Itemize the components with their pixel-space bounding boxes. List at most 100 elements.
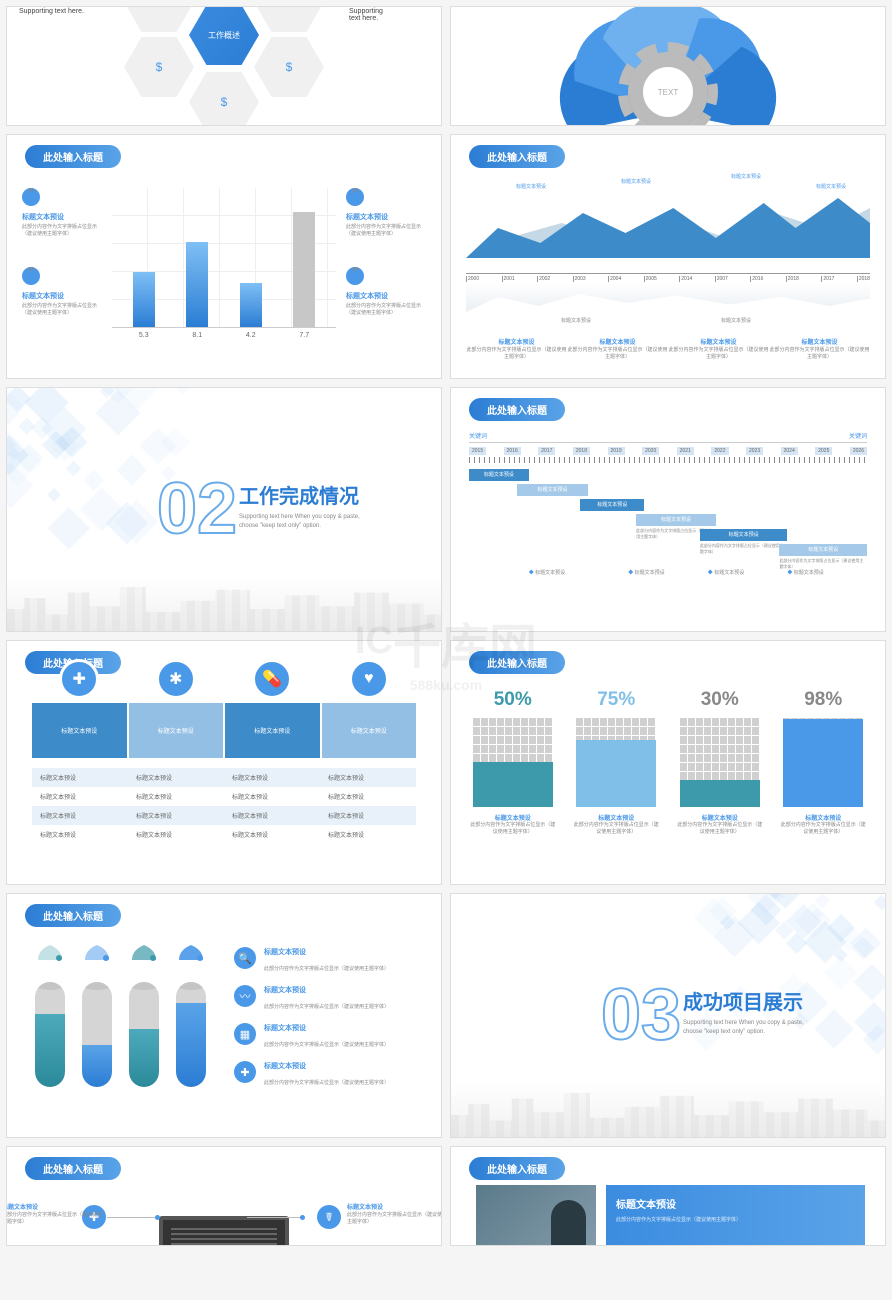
slide-4-areachart: 此处输入标题 标题文本预设标题文本预设标题文本预设标题文本预设 20002001… bbox=[450, 134, 886, 379]
gantt-bar-3: 标题文本预设 bbox=[636, 514, 716, 526]
mirror-annotation: 标题文本预设 bbox=[561, 317, 591, 324]
pixel-square bbox=[47, 488, 61, 502]
legend-title: 标题文本预设 bbox=[264, 947, 389, 957]
table-cell: 标题文本预设 bbox=[320, 768, 416, 787]
gantt-bars: 标题文本预设标题文本预设标题文本预设标题文本预设此部分内容作为文字排版占位显示（… bbox=[469, 469, 867, 559]
table-cell: 标题文本预设 bbox=[32, 825, 128, 844]
percent-grid-row: 50%标题文本预设此部分内容作为文字排版占位显示（建议使用主题字体） 75% 标题文… bbox=[451, 674, 885, 836]
bar-1: 8.1 bbox=[186, 242, 208, 327]
tubes-chart bbox=[27, 942, 214, 1089]
pixel-square bbox=[814, 1009, 854, 1049]
year-tick: 2017 bbox=[821, 276, 834, 282]
year-label: 2021 bbox=[677, 447, 694, 455]
year-label: 2022 bbox=[711, 447, 728, 455]
percent-grid bbox=[576, 717, 656, 807]
legend-item: 标题文本预设此部分内容作为文字排版占位显示（建议使用主题字体） bbox=[567, 337, 668, 360]
bar-2: 4.2 bbox=[240, 283, 262, 327]
category-icon: 💊 bbox=[252, 659, 292, 699]
pixel-square bbox=[117, 454, 148, 485]
slide-3-barchart: 此处输入标题 01 标题文本预设此部分内容作为文字排版占位显示（建议使用主题字体… bbox=[6, 134, 442, 379]
slide-title: 此处输入标题 bbox=[469, 398, 565, 421]
percent-value: 30% bbox=[677, 689, 762, 711]
year-tick: 2000 bbox=[466, 276, 479, 282]
section-subtitle: Supporting text here When you copy & pas… bbox=[683, 1019, 804, 1037]
gantt-footer: 标题文本预设 bbox=[708, 569, 744, 576]
slide-11-laptop: 此处输入标题 ✚♥☤♥标题文本预设此部分内容作为文字排版占位显示（建议使用主题字… bbox=[6, 1146, 442, 1246]
slide-6-gantt: 此处输入标题 关键词关键词 20152016201720182019202020… bbox=[450, 387, 886, 632]
year-label: 2025 bbox=[815, 447, 832, 455]
gantt-bar-2: 标题文本预设 bbox=[580, 499, 644, 511]
year-tick: 2001 bbox=[502, 276, 515, 282]
gantt-header: 关键词关键词 bbox=[469, 431, 867, 443]
table-cell: 标题文本预设 bbox=[224, 806, 320, 825]
year-tick: 2004 bbox=[608, 276, 621, 282]
year-label: 2026 bbox=[850, 447, 867, 455]
gantt-bar-4: 标题文本预设 bbox=[700, 529, 788, 541]
mirror-area bbox=[466, 282, 870, 312]
percent-title: 标题文本预设 bbox=[677, 813, 762, 822]
slide-10-section03: 03 成功项目展示 Supporting text here When you … bbox=[450, 893, 886, 1138]
area-svg bbox=[466, 178, 870, 258]
section-number: 02 bbox=[157, 468, 237, 550]
percent-grid bbox=[783, 717, 863, 807]
section-number: 03 bbox=[601, 974, 681, 1056]
pixel-square bbox=[854, 963, 886, 1000]
icon-header: 标题文本预设 bbox=[32, 703, 127, 758]
drop-icon bbox=[176, 942, 206, 964]
year-tick: 2014 bbox=[679, 276, 692, 282]
category-icon: ♥ bbox=[349, 659, 389, 699]
bar-chart: 5.38.14.27.7 bbox=[112, 188, 336, 328]
legend-item-0: 🔍标题文本预设此部分内容作为文字排版占位显示（建议使用主题字体） bbox=[234, 947, 421, 975]
category-icon: ✚ bbox=[59, 659, 99, 699]
percent-value: 98% bbox=[781, 689, 866, 711]
table-cell: 标题文本预设 bbox=[128, 787, 224, 806]
slide-title: 此处输入标题 bbox=[25, 1157, 121, 1180]
table-cell: 标题文本预设 bbox=[128, 806, 224, 825]
gear-center: TEXT bbox=[628, 52, 708, 126]
year-label: 2023 bbox=[746, 447, 763, 455]
legend-title: 标题文本预设 bbox=[264, 1023, 389, 1033]
tube-1 bbox=[82, 982, 112, 1087]
mirror-annotation: 标题文本预设 bbox=[721, 317, 751, 324]
percent-column-0: 50%标题文本预设此部分内容作为文字排版占位显示（建议使用主题字体） bbox=[470, 689, 555, 836]
tube-0 bbox=[35, 982, 65, 1087]
legend-title: 标题文本预设 bbox=[264, 985, 389, 995]
slide-12-photo-band: 此处输入标题 标题文本预设此部分内容作为文字排版占位显示（建议使用主题字体） 标… bbox=[450, 1146, 886, 1246]
year-tick: 2018 bbox=[786, 276, 799, 282]
drop-icon bbox=[35, 942, 65, 964]
legend-text: 此部分内容作为文字排版占位显示（建议使用主题字体） bbox=[264, 1042, 389, 1048]
year-tick: 2007 bbox=[715, 276, 728, 282]
hex-label: …概述Supporting text here. bbox=[349, 6, 383, 22]
legend-item-1: 〰标题文本预设此部分内容作为文字排版占位显示（建议使用主题字体） bbox=[234, 985, 421, 1013]
icon-row: ✚标题文本预设✱标题文本预设💊标题文本预设♥标题文本预设 bbox=[32, 689, 416, 758]
slide-title: 此处输入标题 bbox=[25, 145, 121, 168]
year-label: 2016 bbox=[504, 447, 521, 455]
category-icon: ✱ bbox=[156, 659, 196, 699]
annotation-02: 02 标题文本预设此部分内容作为文字排版占位显示（建议使用主题字体） bbox=[22, 267, 102, 316]
table-row: 标题文本预设标题文本预设标题文本预设标题文本预设 bbox=[32, 768, 416, 787]
pixel-square bbox=[171, 387, 197, 395]
legend-icon: 🔍 bbox=[234, 947, 256, 969]
laptop-icon bbox=[149, 1216, 299, 1246]
table-row: 标题文本预设标题文本预设标题文本预设标题文本预设 bbox=[32, 787, 416, 806]
area-chart: 标题文本预设标题文本预设标题文本预设标题文本预设 bbox=[466, 178, 870, 273]
gantt-bar-1: 标题文本预设 bbox=[517, 484, 589, 496]
data-table: 标题文本预设标题文本预设标题文本预设标题文本预设标题文本预设标题文本预设标题文本… bbox=[32, 768, 416, 844]
connector-line bbox=[247, 1217, 302, 1218]
year-label: 2017 bbox=[538, 447, 555, 455]
pixel-square bbox=[824, 956, 858, 990]
section-subtitle: Supporting text here When you copy & pas… bbox=[239, 513, 360, 531]
icon-column-0: ✚标题文本预设 bbox=[32, 689, 127, 758]
drop-icon bbox=[82, 942, 112, 964]
gantt-bar-0: 标题文本预设 bbox=[469, 469, 529, 481]
table-cell: 标题文本预设 bbox=[32, 806, 128, 825]
photo-placeholder bbox=[476, 1185, 596, 1246]
gantt-bar-5: 标题文本预设 bbox=[779, 544, 867, 556]
hexagon-diagram: …概述Supporting text here. …概述Supporting t… bbox=[124, 6, 324, 117]
percent-value: 75% bbox=[574, 689, 659, 711]
right-annotations: 03 标题文本预设此部分内容作为文字排版占位显示（建议使用主题字体） 04 标题… bbox=[346, 188, 426, 328]
annotation-04: 04 标题文本预设此部分内容作为文字排版占位显示（建议使用主题字体） bbox=[346, 267, 426, 316]
tube-3 bbox=[176, 982, 206, 1087]
legend-title: 标题文本预设 bbox=[264, 1061, 389, 1071]
year-label: 2019 bbox=[608, 447, 625, 455]
